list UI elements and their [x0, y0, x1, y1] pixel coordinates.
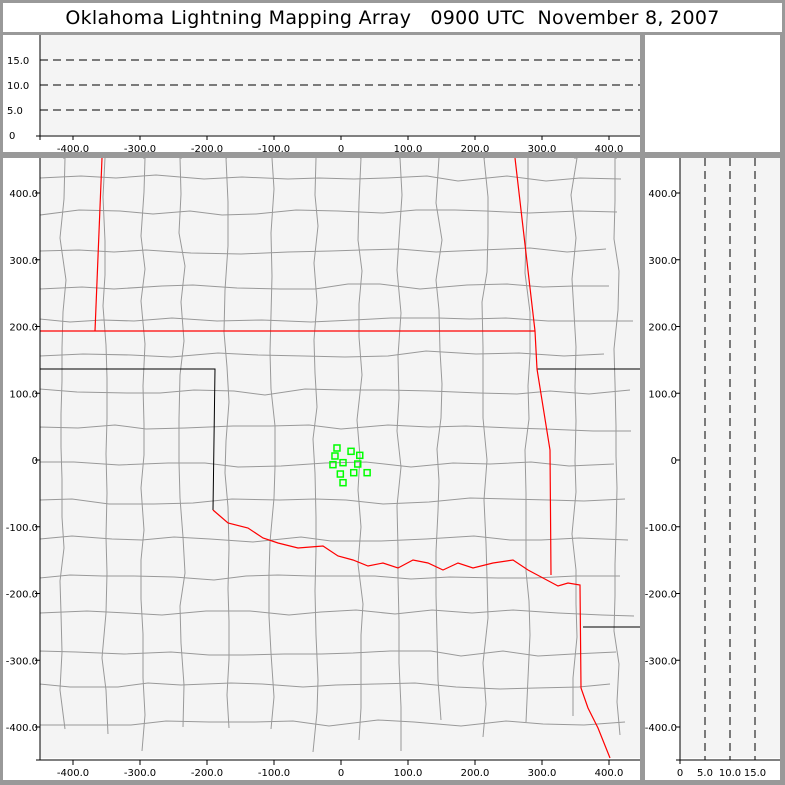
y-tick-label: -200.0	[645, 590, 677, 601]
lightning-source	[331, 452, 339, 460]
county-line	[223, 157, 230, 729]
altitude-tick-label: 5.0	[7, 106, 23, 117]
county-borders	[39, 157, 635, 753]
plot-title: Oklahoma Lightning Mapping Array 0900 UT…	[3, 3, 782, 32]
plan-view-panel: -400.0 400.0 -300.0 300.0 -200.0 200.0 -100.0 1…	[3, 157, 640, 780]
county-line	[312, 157, 319, 753]
county-line	[39, 424, 631, 432]
empty-histogram-panel	[645, 35, 780, 152]
x-tick-label: -200.0	[191, 768, 223, 779]
y-tick-label: 300.0	[9, 256, 38, 267]
county-line	[39, 283, 609, 290]
y-tick-label: 200.0	[648, 323, 677, 334]
y-tick-label: -400.0	[645, 723, 677, 734]
altitude-tick-label: 0	[9, 131, 15, 142]
x-tick-label: 100.0	[394, 768, 423, 779]
x-tick-label: 400.0	[595, 768, 624, 779]
altitude-tick-label: 0	[677, 768, 683, 779]
county-line	[140, 157, 146, 752]
y-tick-label: -100.0	[6, 523, 38, 534]
x-tick-label: -300.0	[124, 144, 156, 152]
north-vs-altitude-panel: 400.0 300.0 200.0 100.0 0 -100.0 -200.0 -300.0 -…	[645, 158, 780, 780]
altitude-vs-east-panel: 0 5.0 10.0 15.0 -400.0 -300.0 -200.0 -100.0 0 100…	[3, 35, 640, 155]
x-tick-label: -100.0	[258, 768, 290, 779]
x-tick-label: 0	[338, 768, 344, 779]
altitude-tick-label: 5.0	[697, 768, 713, 779]
county-line	[39, 609, 635, 617]
x-tick-label: 400.0	[595, 144, 624, 152]
y-tick-label: 400.0	[9, 189, 38, 200]
altitude-tick-label: 10.0	[7, 81, 29, 92]
county-line	[524, 158, 531, 723]
lightning-source	[354, 460, 362, 468]
x-tick-label: -200.0	[191, 144, 223, 152]
state-border-red	[94, 157, 103, 332]
county-line	[356, 157, 364, 741]
county-line	[39, 461, 615, 468]
county-line	[481, 157, 489, 738]
y-tick-label: 400.0	[648, 189, 677, 200]
x-tick-label: 0	[338, 144, 344, 152]
x-tick-label: 200.0	[461, 768, 490, 779]
county-line	[39, 574, 620, 581]
lightning-source	[339, 458, 347, 467]
x-tick-label: 300.0	[528, 144, 557, 152]
state-border-red	[514, 157, 552, 576]
lightning-source	[333, 444, 341, 452]
county-line	[39, 174, 622, 182]
y-tick-label: 100.0	[9, 389, 38, 400]
plan-view-map: -400.0 400.0 -300.0 300.0 -200.0 200.0 -100.0 1…	[6, 157, 640, 779]
y-tick-label: 100.0	[648, 389, 677, 400]
x-tick-label: -100.0	[258, 144, 290, 152]
altitude-tick-label: 15.0	[7, 56, 29, 67]
county-line	[435, 157, 443, 721]
y-tick-label: 300.0	[648, 256, 677, 267]
y-tick-label: -300.0	[645, 656, 677, 667]
county-line	[39, 497, 626, 505]
y-tick-label: 200.0	[9, 323, 38, 334]
county-line	[613, 157, 621, 736]
y-tick-label: -300.0	[6, 656, 38, 667]
x-tick-label: -400.0	[57, 144, 89, 152]
county-line	[178, 157, 186, 728]
lightning-source	[329, 460, 337, 469]
x-tick-label: -400.0	[57, 768, 89, 779]
altitude-east-plot: 0 5.0 10.0 15.0 -400.0 -300.0 -200.0 -100.0 0 100…	[7, 35, 640, 155]
county-line	[570, 157, 578, 716]
lightning-source	[356, 451, 364, 460]
county-line	[39, 719, 626, 727]
altitude-tick-label: 15.0	[744, 768, 766, 779]
x-tick-label: 300.0	[528, 768, 557, 779]
y-tick-label: -100.0	[645, 523, 677, 534]
county-line	[268, 157, 276, 730]
county-line	[39, 682, 611, 690]
county-line	[39, 317, 633, 323]
x-tick-label: -300.0	[124, 768, 156, 779]
lightning-source	[363, 468, 371, 477]
lightning-source	[339, 478, 347, 487]
county-line	[59, 157, 67, 730]
lightning-source	[336, 470, 345, 478]
lightning-source	[349, 468, 358, 477]
north-altitude-plot: 400.0 300.0 200.0 100.0 0 -100.0 -200.0 -300.0 -…	[645, 158, 780, 779]
map-background	[40, 158, 640, 758]
y-tick-label: 0	[671, 456, 677, 467]
x-tick-label: 200.0	[461, 144, 490, 152]
county-line	[39, 350, 605, 358]
state-boundary	[40, 368, 216, 511]
lightning-source	[347, 447, 355, 456]
altitude-tick-label: 10.0	[719, 768, 741, 779]
y-tick-label: -200.0	[6, 590, 38, 601]
x-tick-label: 100.0	[394, 144, 423, 152]
county-line	[39, 247, 607, 255]
county-line	[396, 157, 403, 751]
county-line	[39, 209, 618, 216]
county-line	[39, 650, 617, 657]
county-line	[101, 157, 109, 735]
y-tick-label: 0	[32, 456, 38, 467]
y-tick-label: -400.0	[6, 723, 38, 734]
state-border-red	[212, 509, 611, 759]
